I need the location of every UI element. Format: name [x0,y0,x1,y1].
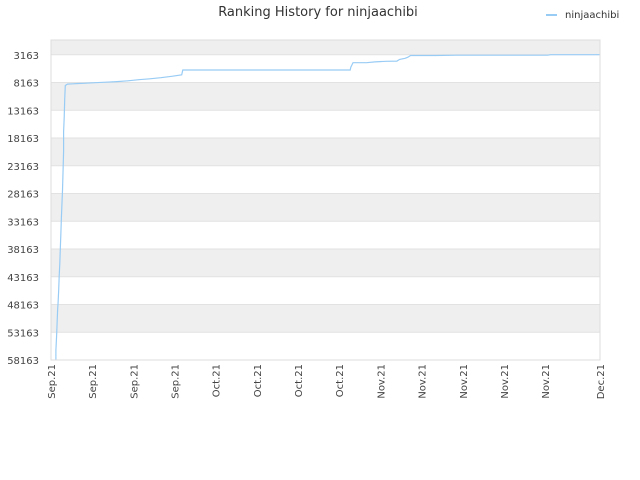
x-tick-label: Oct.21 [253,364,264,397]
y-tick-label: 58163 [7,356,39,367]
x-tick-label: Sep.21 [88,364,99,399]
grid-band [51,82,600,111]
y-tick-label: 13163 [7,106,39,117]
x-tick-label: Nov.21 [418,364,429,399]
y-tick-label: 8163 [14,79,39,90]
x-axis-ticks: Sep.21 Sep.21 Sep.21 Sep.21 Oct.21 Oct.21 Oct.… [47,364,607,399]
grid-band [51,276,600,305]
x-tick-label: Oct.21 [294,364,305,397]
plot-frame [50,39,601,361]
x-tick-label: Nov.21 [541,364,552,399]
grid-band [51,193,600,222]
y-tick-label: 38163 [7,245,39,256]
grid-band [51,40,600,55]
x-tick-label: Nov.21 [376,364,387,399]
y-tick-label: 43163 [7,273,39,284]
y-tick-label: 3163 [14,51,39,62]
grid-band [51,165,600,194]
y-axis-ticks: 3163 8163 13163 18163 23163 28163 33163 38163 43… [7,51,39,367]
y-tick-label: 18163 [7,134,39,145]
legend-label: ninjaachibi [565,10,619,21]
grid-band [51,249,600,277]
grid-band [51,110,600,139]
grid-band [51,138,600,166]
x-tick-label: Dec.21 [596,364,607,399]
y-tick-label: 48163 [7,301,39,312]
y-tick-label: 23163 [7,162,39,173]
grid-band [51,304,600,333]
x-tick-label: Sep.21 [171,364,182,399]
x-tick-label: Nov.21 [459,364,470,399]
chart-title: Ranking History for ninjaachibi [218,5,418,20]
x-tick-label: Sep.21 [47,364,58,399]
y-tick-label: 28163 [7,190,39,201]
y-tick-label: 33163 [7,217,39,228]
y-tick-label: 53163 [7,328,39,339]
series-line-ninjaachibi [55,54,600,360]
grid-bands [51,40,600,360]
x-tick-label: Nov.21 [500,364,511,399]
x-tick-label: Oct.21 [335,364,346,397]
legend: ninjaachibi [546,10,619,21]
grid-band [51,221,600,250]
x-tick-label: Sep.21 [129,364,140,399]
grid-band [51,332,600,360]
grid-band [51,54,600,83]
x-tick-label: Oct.21 [212,364,223,397]
